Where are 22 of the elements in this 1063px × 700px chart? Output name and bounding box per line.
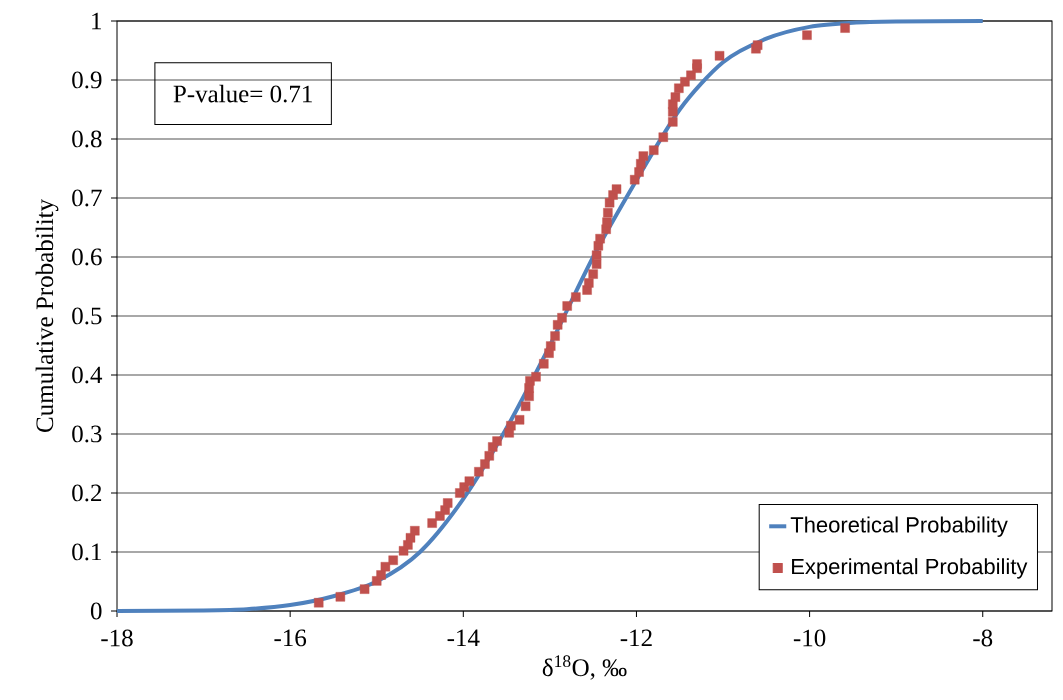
y-tick-label: 0.8 [72, 130, 102, 148]
x-tick-label: -18 [101, 629, 133, 647]
y-tick-label: 0.3 [72, 425, 102, 443]
x-tick-label: -14 [447, 629, 480, 647]
legend-label: Experimental Probability [792, 558, 1028, 579]
y-tick-label: 0.1 [72, 543, 101, 561]
y-tick-label: 0.9 [72, 71, 102, 89]
y-tick-label: 1 [92, 12, 101, 30]
x-axis-title: δ$^{18}$O, ‰ [542, 655, 627, 680]
y-tick-label: 0.2 [72, 484, 102, 502]
y-tick-label: 0.5 [72, 307, 102, 325]
y-tick-label: 0.6 [72, 248, 102, 266]
x-tick-label: -16 [274, 629, 307, 647]
annotation: P-value= 0.71 [173, 84, 312, 103]
x-tick-label: -10 [793, 629, 826, 647]
y-tick-label: 0.7 [72, 189, 102, 207]
x-tick-label: -12 [620, 629, 652, 647]
legend-label: Theoretical Probability [790, 516, 1008, 537]
y-tick-label: 0.4 [72, 366, 103, 384]
x-tick-label: -8 [973, 629, 993, 647]
y-tick-label: 0 [90, 602, 102, 620]
y-axis-title: Cumulative Probability [35, 199, 59, 432]
